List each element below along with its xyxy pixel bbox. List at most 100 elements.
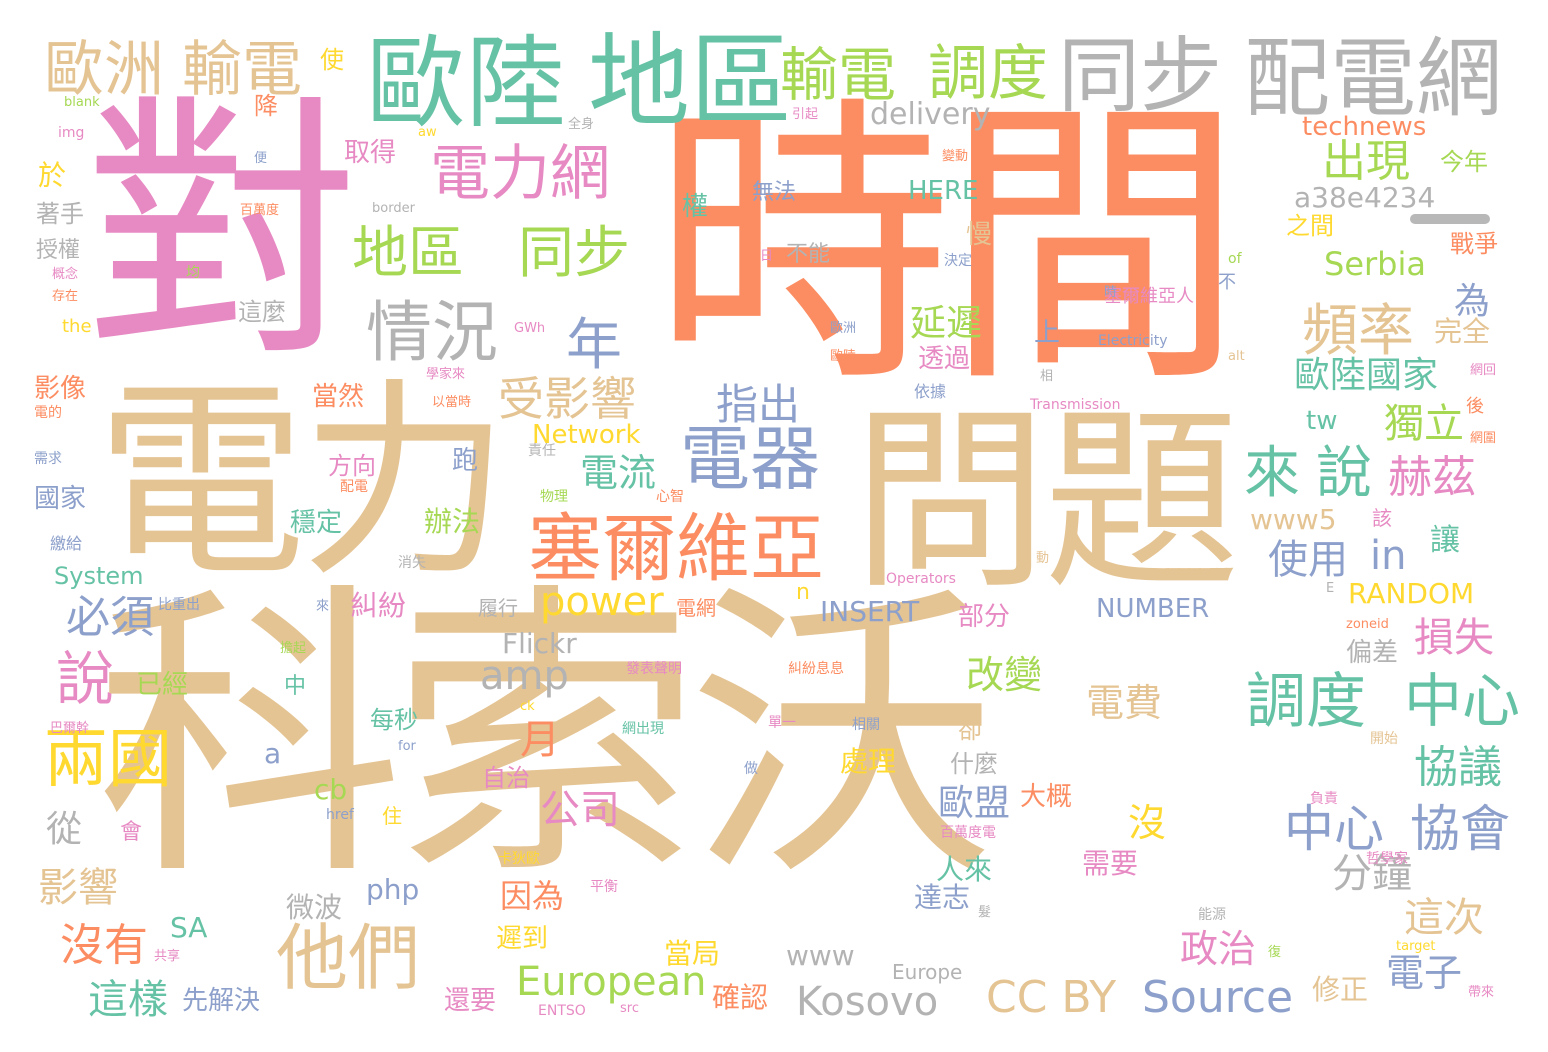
word: 影響 [38,865,118,911]
word: 微波 [286,891,343,924]
word: cb [314,773,348,806]
word: 配電網 [1244,29,1502,129]
word: 履行 [478,596,518,620]
word: 修正 [1312,973,1369,1006]
word: 引起 [792,107,819,122]
word: 赫茲 [1388,452,1476,503]
word: 情況 [366,294,498,371]
word: 處理 [840,745,897,778]
word: 於 [38,159,67,192]
word: zoneid [1346,617,1389,632]
word: the [62,316,92,337]
word: img [58,125,85,141]
word: 政治 [1180,927,1257,971]
word: 國家 [34,484,87,514]
word: 心智 [656,489,684,505]
word: 協會 [1410,800,1510,858]
word: 時 [1104,285,1118,300]
word: 繳給 [50,534,83,553]
word: 協議 [1414,742,1502,793]
word: 說 [1316,441,1372,506]
word: 授權 [36,238,81,263]
word: 獨立 [1384,401,1464,447]
word: HERE [908,176,979,206]
word: 分鐘 [1332,851,1412,897]
word: 開始 [1370,731,1398,747]
word: ENTSO [538,1003,586,1019]
word: 辦法 [424,505,481,538]
word: n [796,580,810,605]
word: 人來 [936,853,993,886]
word: 使 [320,46,344,74]
word: 發表聲明 [626,661,682,677]
word: E [1326,581,1335,596]
word: 哲學家 [1366,851,1408,867]
word: alt [1228,349,1245,364]
word: Kosovo [796,979,939,1025]
word: of [1228,251,1242,267]
word: 什麼 [950,750,998,778]
word: 電子 [1386,951,1463,995]
word: 輸電 [182,35,302,105]
word: ck [520,699,535,714]
word: 擔起 [280,641,307,656]
word: 使用 [1268,537,1348,583]
word: 當局 [664,937,721,970]
word: 這麼 [238,298,286,326]
word: Electricity [1098,333,1168,349]
word: 責任 [528,443,556,459]
word: 歐洲 [44,35,164,105]
word: 配電 [340,479,368,495]
word: NUMBER [1096,594,1210,624]
word: 讓 [1430,523,1460,558]
word: 受影響 [498,372,636,426]
word: 日 [760,249,774,264]
word: 相關 [852,717,880,733]
word: 電流 [580,451,657,495]
word: 卡狄歐 [498,851,540,867]
word: for [398,739,416,754]
word: 便 [254,151,268,166]
word: href [326,807,354,823]
word: 以當時 [432,395,472,410]
word: 網回 [1470,363,1497,378]
word: 部分 [958,602,1011,632]
word: 學家來 [426,367,466,382]
word: Transmission [1030,397,1121,413]
word: 月 [520,717,560,763]
word: php [366,873,420,906]
word: 這樣 [88,977,168,1023]
word: 電的 [34,405,62,421]
word: 年 [566,313,622,378]
word: 取得 [344,138,397,168]
word: in [1370,533,1407,579]
word: Serbia [1324,245,1426,283]
word: 概念 [52,267,79,282]
word: 還要 [444,986,497,1016]
word: 因為 [500,877,565,915]
word: 塞爾維亞人 [1104,286,1194,307]
word: 糾紛 [350,589,407,622]
word: 做 [744,761,758,777]
word: 平衡 [590,879,618,895]
word: 歐盟 [938,783,1011,824]
word: SA [170,911,208,944]
word: www5 [1250,503,1337,536]
word: 糾紛息息 [788,661,844,677]
word: 沒 [1128,801,1167,845]
word: 每秒 [370,706,418,734]
word: 調度 [1246,667,1366,737]
word: 網圍 [1470,431,1497,446]
word: 當然 [312,382,365,412]
word: 大概 [1020,782,1073,812]
word: 塞爾維亞 [528,506,824,592]
word: 百萬度 [240,203,280,218]
word: 住 [382,804,402,828]
word: 電力 [96,360,510,605]
word: 時間 [652,73,1244,422]
word: 來 [1244,441,1300,506]
word: 今年 [1440,148,1488,176]
word: 歐陸 [366,25,566,142]
word: 中心 [1284,800,1384,858]
word: 確認 [712,981,769,1014]
